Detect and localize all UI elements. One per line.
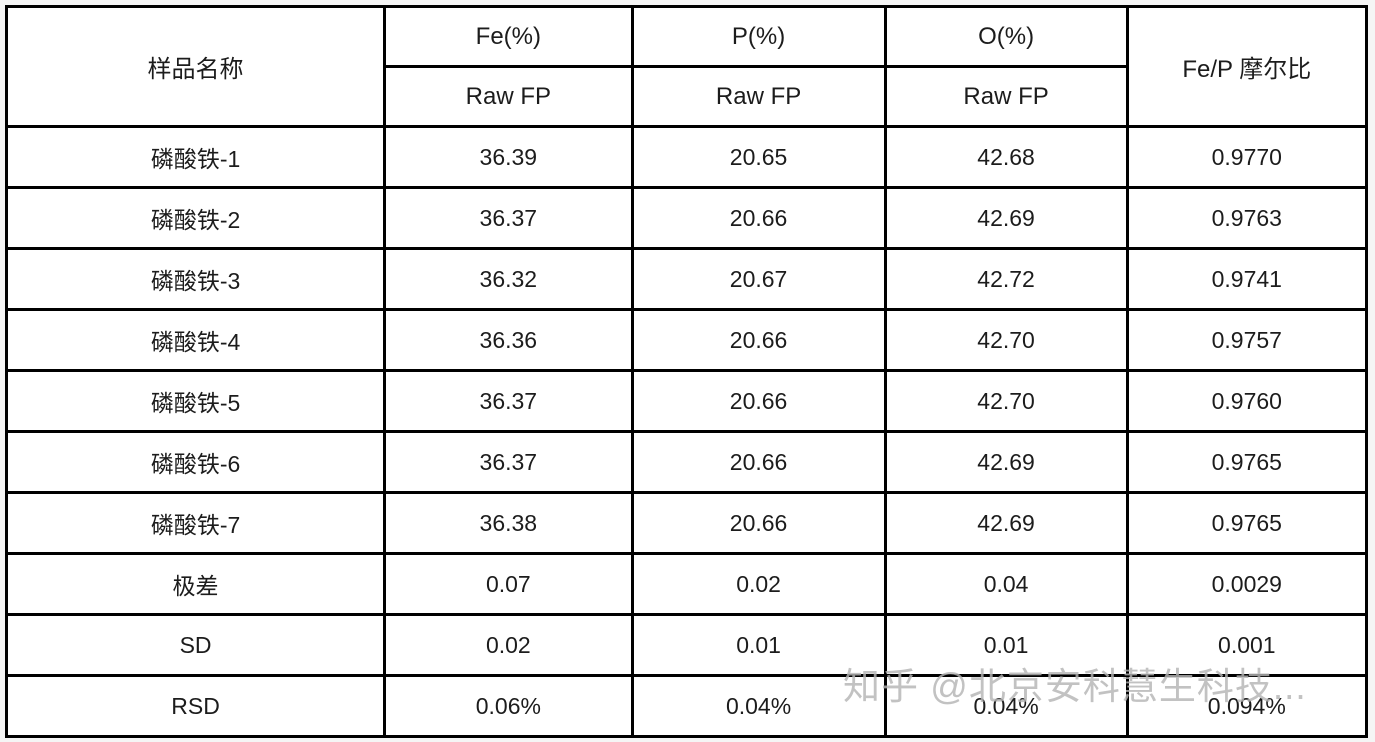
sample-name-cell: 磷酸铁-7 — [4, 491, 387, 555]
table-row: 磷酸铁-4 36.36 20.66 42.70 0.9757 — [4, 308, 1369, 372]
sample-name-cell: 磷酸铁-1 — [4, 125, 387, 189]
ratio-value-cell: 0.094% — [1125, 674, 1369, 738]
table-row-sd: SD 0.02 0.01 0.01 0.001 — [4, 613, 1369, 677]
o-value-cell: 0.04% — [883, 674, 1129, 738]
table-row: 磷酸铁-1 36.39 20.65 42.68 0.9770 — [4, 125, 1369, 189]
o-value-cell: 42.69 — [883, 430, 1129, 494]
ratio-value-cell: 0.0029 — [1125, 552, 1369, 616]
p-value-cell: 20.66 — [630, 491, 887, 555]
header-fe-p-molar-ratio: Fe/P 摩尔比 — [1125, 5, 1369, 128]
sample-name-cell: 磷酸铁-2 — [4, 186, 387, 250]
p-value-cell: 20.66 — [630, 369, 887, 433]
fe-value-cell: 36.37 — [383, 369, 634, 433]
fe-value-cell: 36.38 — [383, 491, 634, 555]
ratio-value-cell: 0.9760 — [1125, 369, 1369, 433]
fe-value-cell: 0.06% — [383, 674, 634, 738]
ratio-value-cell: 0.9763 — [1125, 186, 1369, 250]
fe-value-cell: 0.02 — [383, 613, 634, 677]
header-o-percent: O(%) — [883, 5, 1129, 68]
header-fe-percent: Fe(%) — [383, 5, 634, 68]
p-value-cell: 0.02 — [630, 552, 887, 616]
table-row: 磷酸铁-5 36.37 20.66 42.70 0.9760 — [4, 369, 1369, 433]
o-value-cell: 42.70 — [883, 369, 1129, 433]
p-value-cell: 20.66 — [630, 430, 887, 494]
p-value-cell: 0.04% — [630, 674, 887, 738]
p-value-cell: 20.66 — [630, 186, 887, 250]
fe-value-cell: 36.36 — [383, 308, 634, 372]
stat-name-cell: 极差 — [4, 552, 387, 616]
stat-name-cell: SD — [4, 613, 387, 677]
table-row-range: 极差 0.07 0.02 0.04 0.0029 — [4, 552, 1369, 616]
p-value-cell: 20.65 — [630, 125, 887, 189]
ratio-value-cell: 0.9765 — [1125, 491, 1369, 555]
fe-value-cell: 36.39 — [383, 125, 634, 189]
sample-analysis-table: 样品名称 Fe(%) P(%) O(%) Fe/P 摩尔比 Raw FP Raw… — [4, 5, 1369, 738]
sample-name-cell: 磷酸铁-5 — [4, 369, 387, 433]
header-o-method: Raw FP — [883, 65, 1129, 128]
fe-value-cell: 36.37 — [383, 430, 634, 494]
o-value-cell: 42.69 — [883, 186, 1129, 250]
table-row: 磷酸铁-7 36.38 20.66 42.69 0.9765 — [4, 491, 1369, 555]
header-p-percent: P(%) — [630, 5, 887, 68]
table-row: 磷酸铁-6 36.37 20.66 42.69 0.9765 — [4, 430, 1369, 494]
sample-name-cell: 磷酸铁-4 — [4, 308, 387, 372]
fe-value-cell: 0.07 — [383, 552, 634, 616]
p-value-cell: 20.66 — [630, 308, 887, 372]
header-sample-name: 样品名称 — [4, 5, 387, 128]
o-value-cell: 42.70 — [883, 308, 1129, 372]
table-row: 磷酸铁-2 36.37 20.66 42.69 0.9763 — [4, 186, 1369, 250]
ratio-value-cell: 0.9741 — [1125, 247, 1369, 311]
table-row-rsd: RSD 0.06% 0.04% 0.04% 0.094% — [4, 674, 1369, 738]
header-row-method: Raw FP Raw FP Raw FP — [7, 65, 1367, 128]
header-p-method: Raw FP — [630, 65, 887, 128]
sample-name-cell: 磷酸铁-6 — [4, 430, 387, 494]
ratio-value-cell: 0.001 — [1125, 613, 1369, 677]
p-value-cell: 20.67 — [630, 247, 887, 311]
p-value-cell: 0.01 — [630, 613, 887, 677]
o-value-cell: 42.68 — [883, 125, 1129, 189]
o-value-cell: 0.04 — [883, 552, 1129, 616]
fe-value-cell: 36.37 — [383, 186, 634, 250]
sample-name-cell: 磷酸铁-3 — [4, 247, 387, 311]
ratio-value-cell: 0.9765 — [1125, 430, 1369, 494]
header-fe-method: Raw FP — [383, 65, 634, 128]
header-row-elements: 样品名称 Fe(%) P(%) O(%) Fe/P 摩尔比 — [4, 5, 1369, 128]
ratio-value-cell: 0.9770 — [1125, 125, 1369, 189]
o-value-cell: 0.01 — [883, 613, 1129, 677]
fe-value-cell: 36.32 — [383, 247, 634, 311]
o-value-cell: 42.72 — [883, 247, 1129, 311]
ratio-value-cell: 0.9757 — [1125, 308, 1369, 372]
o-value-cell: 42.69 — [883, 491, 1129, 555]
table-row: 磷酸铁-3 36.32 20.67 42.72 0.9741 — [4, 247, 1369, 311]
stat-name-cell: RSD — [4, 674, 387, 738]
